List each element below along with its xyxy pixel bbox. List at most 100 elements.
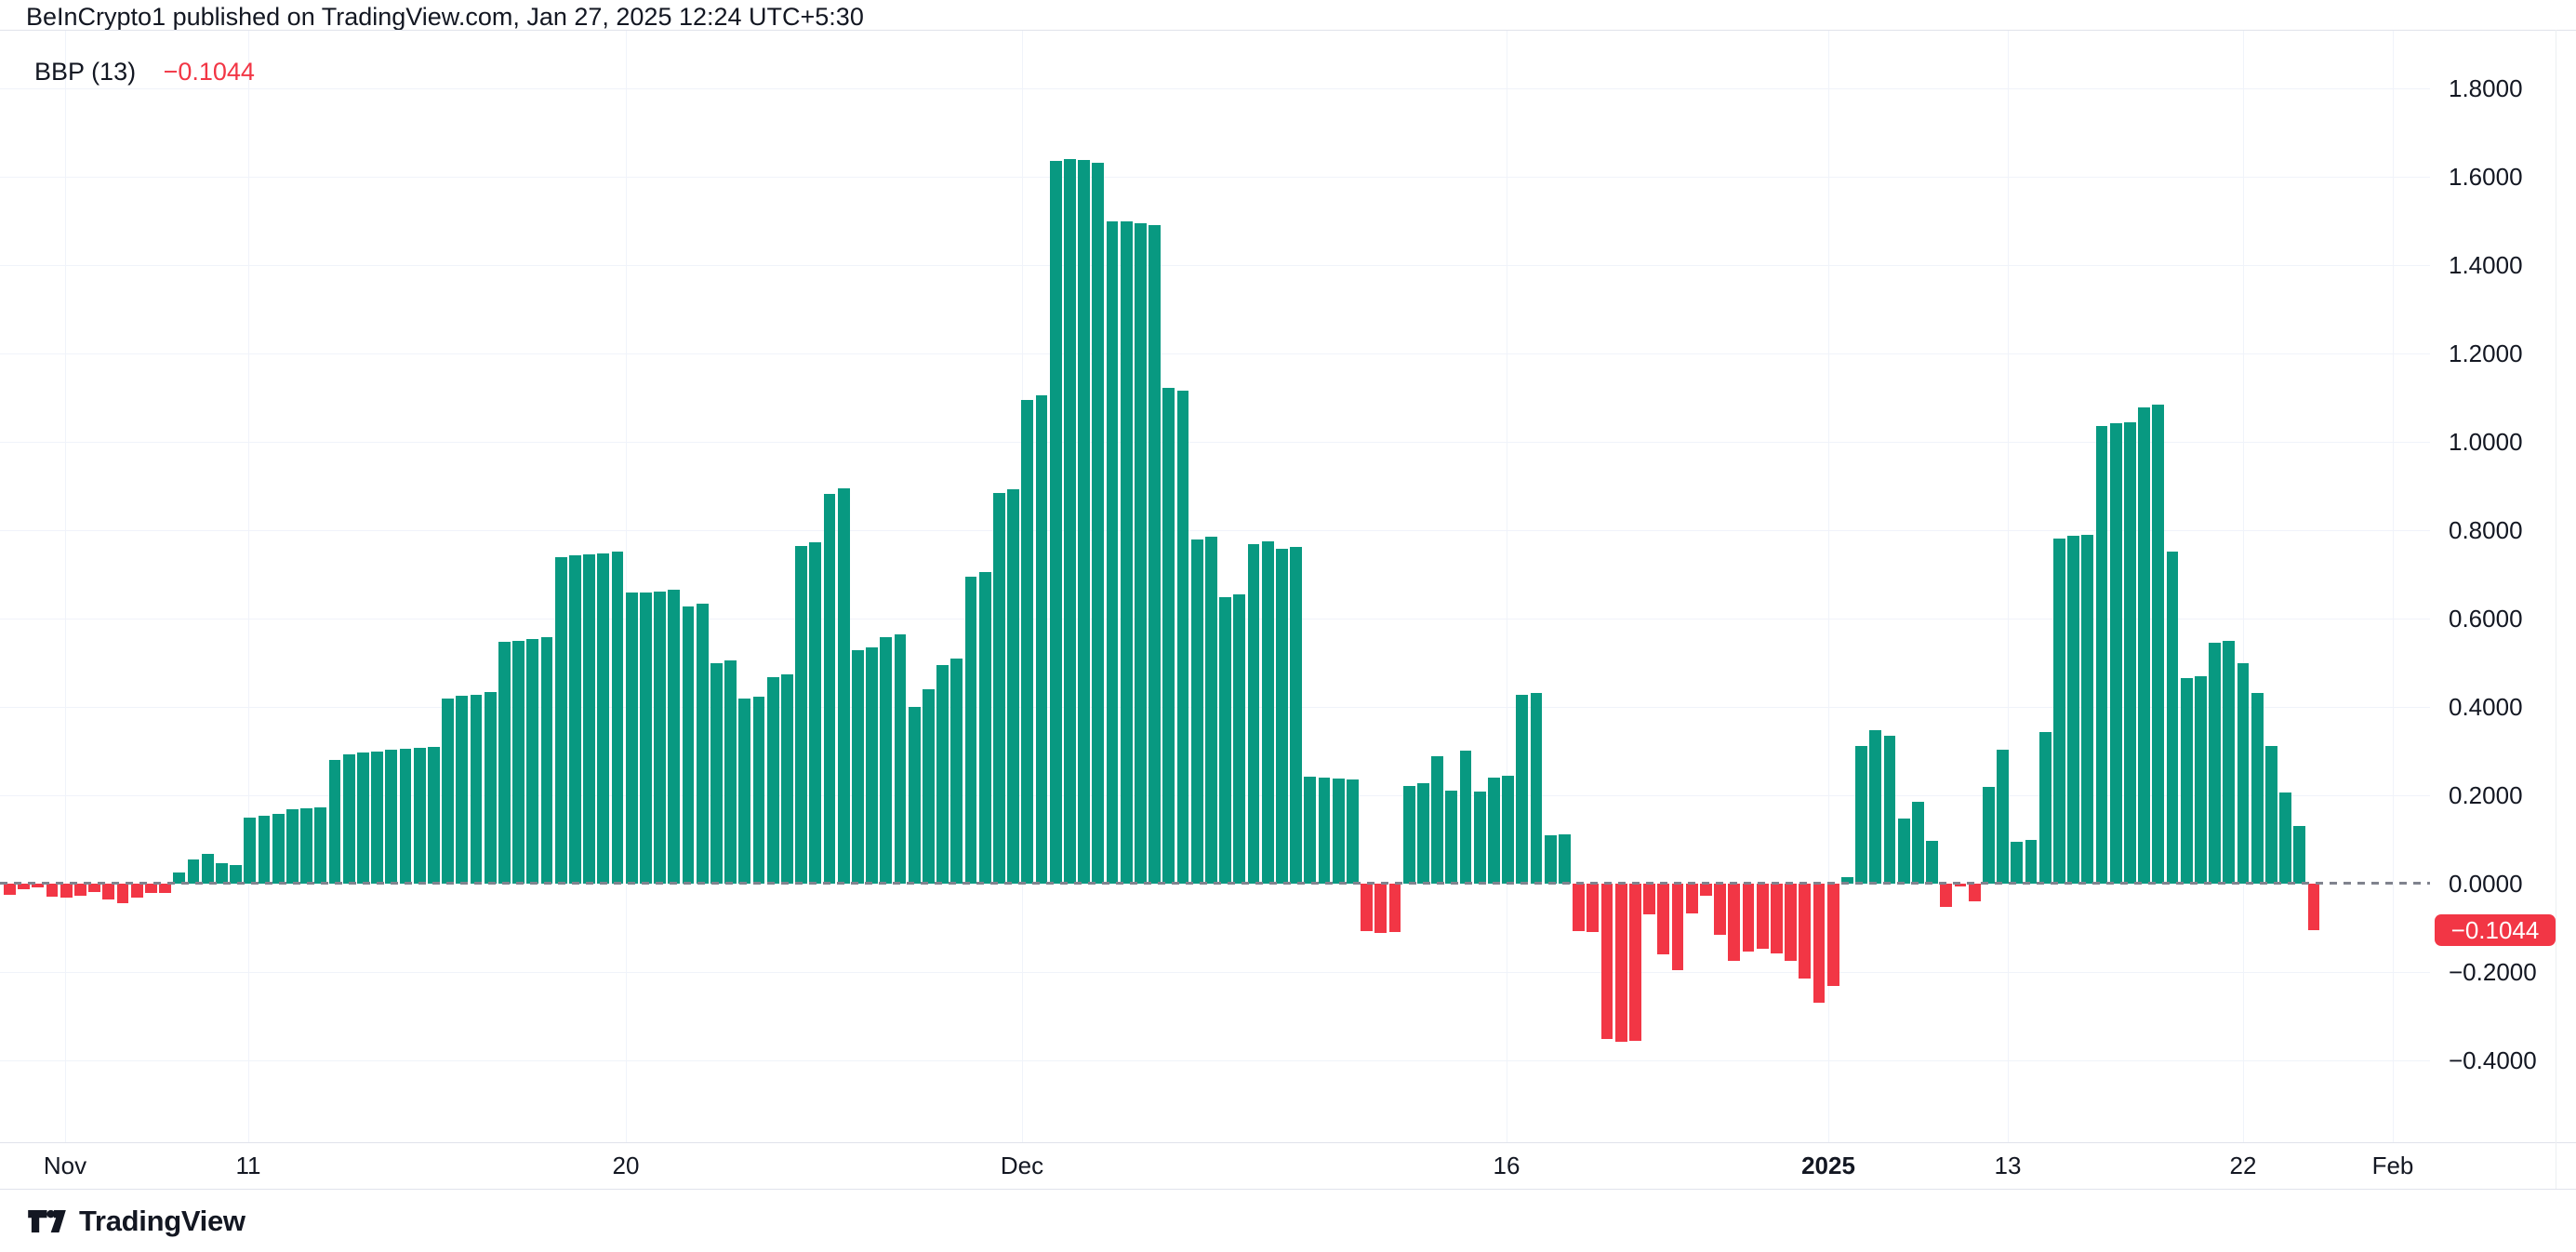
histogram-bar — [1233, 593, 1246, 884]
histogram-bar — [2209, 643, 2221, 884]
histogram-bar — [2166, 551, 2179, 884]
histogram-bar — [625, 593, 638, 884]
histogram-bar — [2138, 406, 2150, 884]
histogram-bar — [357, 753, 369, 884]
histogram-bar — [1049, 161, 1062, 884]
histogram-bar — [1247, 544, 1260, 884]
histogram-bar — [18, 884, 30, 890]
histogram-bar — [1926, 841, 1938, 884]
histogram-bar — [554, 557, 567, 884]
histogram-bar — [795, 545, 807, 884]
histogram-bar — [1445, 790, 1458, 884]
histogram-bar — [1629, 884, 1641, 1041]
histogram-bar — [752, 696, 765, 884]
histogram-bar — [2095, 426, 2108, 884]
indicator-last-value: −0.1044 — [163, 58, 255, 86]
histogram-bar — [1516, 694, 1529, 884]
histogram-bar — [2124, 421, 2136, 884]
histogram-bar — [1771, 884, 1783, 954]
histogram-bar — [385, 750, 398, 884]
x-axis-label-13: 13 — [1994, 1152, 2022, 1179]
histogram-bar — [2081, 534, 2094, 884]
footer-brand-row[interactable]: TradingView — [28, 1205, 246, 1237]
x-axis-label-22: 22 — [2229, 1152, 2257, 1179]
histogram-bar — [1417, 782, 1429, 884]
indicator-legend[interactable]: BBP (13) −0.1044 — [34, 58, 255, 86]
histogram-bar — [1402, 785, 1415, 884]
v-gridline-22 — [2243, 31, 2244, 1142]
h-gridline-1.4000 — [0, 265, 2430, 266]
histogram-bar — [923, 689, 935, 884]
histogram-bar — [2011, 841, 2024, 884]
x-axis-label-16: 16 — [1493, 1152, 1520, 1179]
histogram-bar — [145, 884, 157, 894]
histogram-bar — [1290, 546, 1302, 884]
histogram-bar — [413, 747, 426, 884]
histogram-bar — [1176, 391, 1189, 884]
histogram-bar — [1912, 801, 1924, 884]
histogram-bar — [837, 487, 850, 884]
v-gridline-11 — [248, 31, 249, 1142]
histogram-bar — [1388, 884, 1401, 933]
histogram-bar — [1190, 539, 1203, 884]
histogram-bar — [1205, 537, 1217, 884]
y-axis-label-−0.4000: −0.4000 — [2449, 1046, 2537, 1074]
v-gridline-Nov — [65, 31, 66, 1142]
histogram-bar — [2152, 405, 2165, 884]
histogram-bar — [993, 492, 1005, 884]
histogram-bar — [1657, 884, 1670, 955]
histogram-bar — [2279, 792, 2291, 884]
histogram-bar — [1078, 159, 1090, 884]
y-axis-label-0.2000: 0.2000 — [2449, 781, 2523, 809]
publish-header: BeInCrypto1 published on TradingView.com… — [26, 3, 864, 31]
histogram-bar — [2223, 640, 2236, 884]
histogram-bar — [823, 494, 836, 884]
histogram-bar — [1530, 693, 1543, 884]
histogram-bar — [46, 884, 59, 898]
histogram-bar — [314, 806, 327, 884]
histogram-bar — [1347, 779, 1359, 884]
histogram-bar — [1700, 884, 1712, 897]
histogram-bar — [766, 676, 779, 884]
histogram-bar — [569, 554, 581, 884]
y-axis-label-1.4000: 1.4000 — [2449, 251, 2523, 279]
pane-top-border — [0, 30, 2576, 31]
h-gridline-1.6000 — [0, 177, 2430, 178]
histogram-bar — [526, 639, 539, 884]
histogram-bar — [74, 884, 86, 896]
histogram-bar — [102, 884, 115, 900]
histogram-bar — [1149, 225, 1161, 884]
histogram-bar — [738, 699, 751, 884]
y-axis-label-0.8000: 0.8000 — [2449, 516, 2523, 544]
zero-dashed-line — [0, 882, 2430, 885]
histogram-bar — [880, 636, 893, 884]
indicator-name: BBP — [34, 58, 85, 86]
histogram-bar — [2109, 423, 2122, 884]
histogram-bar — [1135, 222, 1147, 884]
histogram-bar — [1318, 778, 1331, 884]
histogram-bar — [201, 853, 214, 884]
histogram-bar — [2251, 692, 2264, 884]
histogram-bar — [597, 553, 610, 884]
histogram-bar — [1983, 786, 1995, 884]
histogram-bar — [583, 553, 595, 884]
histogram-bar — [978, 572, 991, 884]
x-axis-label-Dec: Dec — [1000, 1152, 1044, 1179]
y-axis-label-0.4000: 0.4000 — [2449, 693, 2523, 721]
histogram-bar — [1473, 792, 1486, 884]
histogram-bar — [1883, 735, 1896, 884]
histogram-bar — [2195, 675, 2207, 884]
last-value-badge: −0.1044 — [2435, 914, 2556, 946]
footer-divider — [0, 1189, 2576, 1190]
histogram-bar — [1643, 884, 1655, 915]
histogram-bar — [1162, 388, 1175, 884]
histogram-bar — [696, 603, 709, 884]
histogram-bar — [1841, 876, 1853, 884]
histogram-bar — [640, 592, 652, 884]
histogram-bar — [1021, 399, 1034, 884]
histogram-bar — [1219, 597, 1231, 884]
histogram-bar — [159, 884, 171, 893]
histogram-bar — [1374, 884, 1388, 934]
tradingview-logo-icon — [28, 1210, 66, 1232]
histogram-bar — [2038, 731, 2052, 884]
